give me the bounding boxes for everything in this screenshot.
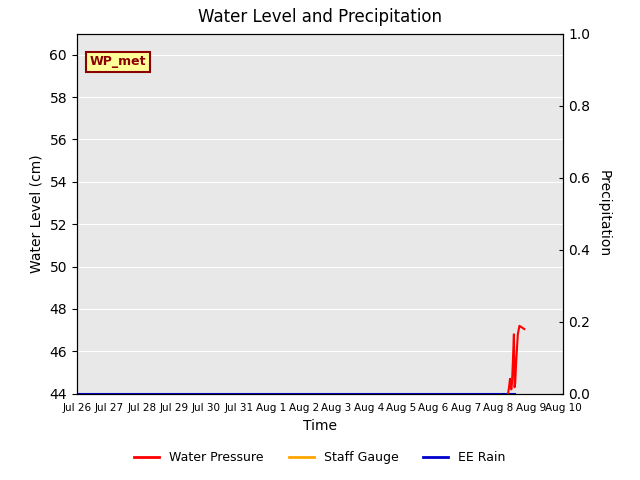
Title: Water Level and Precipitation: Water Level and Precipitation <box>198 9 442 26</box>
X-axis label: Time: Time <box>303 419 337 433</box>
Text: WP_met: WP_met <box>90 55 147 68</box>
Y-axis label: Water Level (cm): Water Level (cm) <box>30 154 44 273</box>
Y-axis label: Precipitation: Precipitation <box>597 170 611 257</box>
Legend: Water Pressure, Staff Gauge, EE Rain: Water Pressure, Staff Gauge, EE Rain <box>129 446 511 469</box>
